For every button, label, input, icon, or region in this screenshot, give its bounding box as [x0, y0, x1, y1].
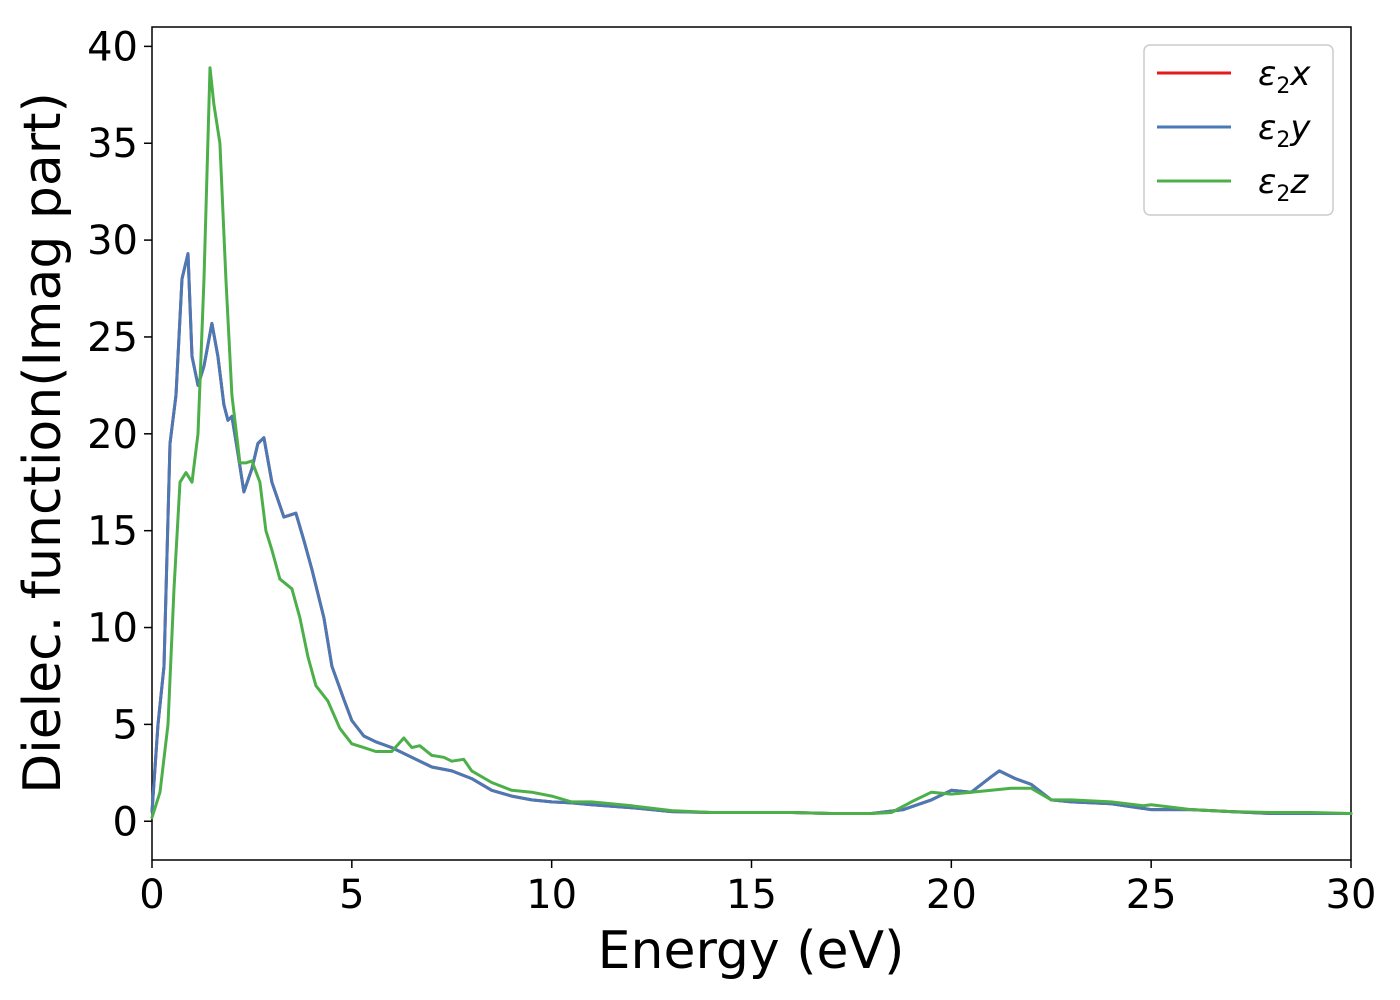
x-tick-label: 30	[1326, 872, 1377, 918]
series-line-x	[150, 252, 1353, 815]
x-tick-label: 5	[339, 872, 364, 918]
series-group	[150, 66, 1353, 819]
y-tick-label: 5	[113, 702, 138, 748]
x-tick-label: 0	[139, 872, 164, 918]
y-tick-label: 40	[87, 24, 138, 70]
series-line-z	[150, 66, 1353, 819]
x-tick-label: 20	[926, 872, 977, 918]
x-axis-ticks: 0 5 10 15 20 25 30	[139, 860, 1376, 918]
y-tick-label: 35	[87, 121, 138, 167]
legend-label-z: ε2z	[1258, 162, 1309, 207]
x-tick-label: 15	[726, 872, 777, 918]
y-tick-label: 0	[113, 799, 138, 845]
y-tick-label: 20	[87, 412, 138, 458]
series-line-y	[150, 252, 1353, 815]
x-tick-label: 10	[526, 872, 577, 918]
legend-label-x: ε2x	[1258, 54, 1311, 99]
legend-label-y: ε2y	[1258, 108, 1311, 153]
x-tick-label: 25	[1126, 872, 1177, 918]
y-tick-label: 10	[87, 606, 138, 652]
legend-box	[1143, 44, 1334, 216]
y-tick-label: 25	[87, 315, 138, 361]
y-tick-label: 15	[87, 509, 138, 555]
legend: ε2x ε2y ε2z	[1143, 44, 1334, 216]
y-axis-ticks: 0 5 10 15 20 25 30 35 40	[87, 24, 152, 845]
y-tick-label: 30	[87, 218, 138, 264]
x-axis-label: Energy (eV)	[598, 921, 905, 981]
y-axis-label: Dielec. function(Imag part)	[13, 92, 73, 794]
